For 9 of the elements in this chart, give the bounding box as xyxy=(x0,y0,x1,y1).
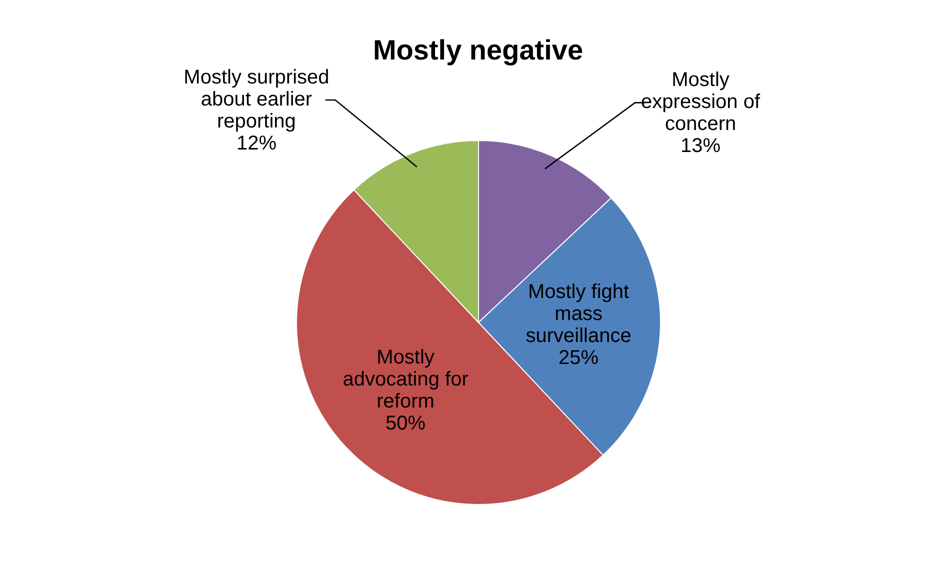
chart-title: Mostly negative xyxy=(372,34,584,66)
data-label: 13% xyxy=(680,135,721,158)
slice-label: Mostly fight mass surveillance xyxy=(526,281,632,348)
slice-label: Mostly advocating for reform xyxy=(342,346,469,413)
slice-label: Mostly surprised about earlier reporting xyxy=(184,66,330,132)
slice-label: Mostly expression of concern xyxy=(641,69,760,136)
data-label: 12% xyxy=(236,132,277,154)
data-label: 50% xyxy=(386,412,426,435)
data-label: 25% xyxy=(558,347,599,370)
